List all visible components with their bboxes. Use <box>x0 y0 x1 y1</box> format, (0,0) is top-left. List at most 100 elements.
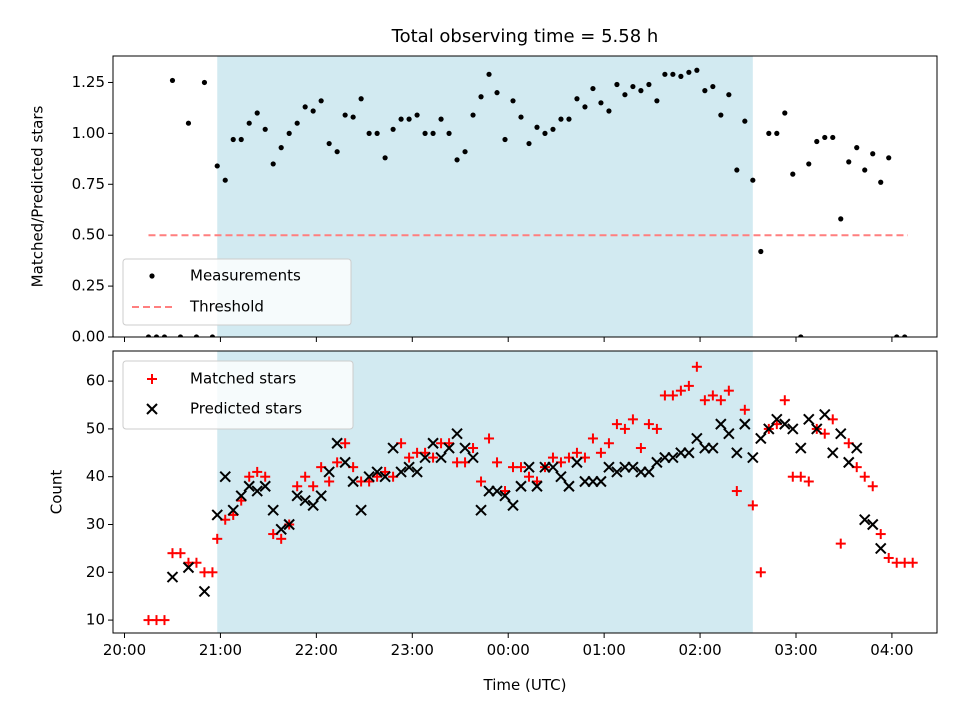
legend-box <box>122 258 352 326</box>
matched-star-point <box>260 471 271 482</box>
measurement-point <box>750 177 756 183</box>
measurement-point <box>558 116 564 122</box>
measurement-point <box>830 134 836 141</box>
predicted-star-point <box>371 466 383 478</box>
predicted-star-point <box>291 490 303 502</box>
predicted-star-point <box>339 456 351 469</box>
matched-star-point <box>699 395 710 406</box>
predicted-star-point <box>515 480 527 492</box>
measurement-point <box>614 81 620 88</box>
predicted-star-point <box>467 451 479 464</box>
matched-star-point <box>627 414 638 425</box>
predicted-star-point <box>235 490 247 502</box>
predicted-star-point <box>531 480 543 492</box>
predicted-star-point <box>643 466 655 478</box>
matched-star-point <box>531 476 542 487</box>
matched-star-point <box>340 438 351 449</box>
measurement-point <box>742 118 748 124</box>
predicted-star-point <box>363 470 375 483</box>
predicted-star-point <box>227 504 239 516</box>
predicted-star-point <box>547 461 559 473</box>
measurement-point <box>294 120 300 126</box>
measurement-point <box>422 130 428 136</box>
measurement-point <box>678 73 684 79</box>
measurement-point <box>622 92 628 98</box>
y-tick-label: 1.25 <box>72 73 105 91</box>
predicted-star-point <box>267 504 279 516</box>
matched-star-point <box>207 567 218 578</box>
predicted-star-point <box>731 447 743 459</box>
measurement-point <box>454 157 460 163</box>
predicted-star-point <box>795 442 807 454</box>
matched-star-point <box>364 476 375 487</box>
plot-frame <box>112 350 938 634</box>
x-tick-label: 23:00 <box>391 641 434 659</box>
predicted-star-point <box>627 461 639 473</box>
y-tick-label: 0.25 <box>72 277 105 295</box>
predicted-star-point <box>651 456 663 469</box>
y-tick-label: 50 <box>86 419 105 437</box>
legend: Measurements Threshold <box>122 258 352 326</box>
measurement-point <box>638 88 644 94</box>
predicted-star-point <box>299 494 311 507</box>
measurement-point <box>201 79 208 86</box>
measurement-point <box>286 130 292 136</box>
measurement-point <box>510 98 516 104</box>
matched-star-point <box>428 452 439 463</box>
measurement-point <box>334 149 340 155</box>
matched-star-point <box>803 476 814 487</box>
measurement-point <box>310 108 316 114</box>
measurement-point <box>185 120 192 126</box>
y-tick-label: 60 <box>86 372 105 390</box>
measurement-point <box>382 155 388 161</box>
predicted-star-point <box>395 466 407 478</box>
predicted-star-point <box>315 490 327 502</box>
measurement-point <box>686 69 692 75</box>
predicted-star-point <box>307 499 319 512</box>
matched-star-point <box>651 423 662 434</box>
measurement-point <box>774 130 780 136</box>
predicted-star-point <box>835 427 847 440</box>
predicted-star-point <box>723 427 735 440</box>
matched-star-point <box>691 361 702 372</box>
matched-star-point <box>175 548 186 559</box>
predicted-star-point <box>595 475 607 488</box>
predicted-star-point <box>811 423 823 435</box>
y-tick-label: 0.50 <box>72 226 105 244</box>
matched-star-point <box>404 452 415 463</box>
measurement-point <box>494 90 500 96</box>
measurement-point <box>438 116 444 122</box>
predicted-star-point <box>219 470 231 483</box>
predicted-star-point <box>331 437 343 449</box>
x-tick-label: 20:00 <box>103 641 146 659</box>
measurement-point <box>854 145 860 151</box>
predicted-star-point <box>251 485 263 497</box>
measurement-point <box>534 124 540 130</box>
measurement-point <box>318 98 324 104</box>
measurement-point <box>374 130 380 136</box>
measurement-point <box>358 96 364 102</box>
measurement-point <box>838 216 844 222</box>
measurement-point <box>894 334 900 337</box>
measurement-point <box>702 88 708 94</box>
measurement-point <box>814 138 820 145</box>
predicted-star-point <box>379 470 391 483</box>
predicted-star-point <box>427 437 439 449</box>
matched-star-point <box>500 486 511 497</box>
measurement-point <box>390 126 396 132</box>
predicted-star-point <box>819 408 831 421</box>
predicted-star-point <box>451 427 463 440</box>
legend-matched-label: Matched stars <box>190 370 296 388</box>
predicted-star-point <box>707 442 719 454</box>
measurement-point <box>350 114 356 120</box>
legend-measurements-marker <box>149 273 155 279</box>
matched-star-point <box>523 471 534 482</box>
matched-star-point <box>635 443 646 454</box>
measurement-point <box>870 151 876 157</box>
measurement-point <box>582 104 588 110</box>
matched-star-point <box>883 552 894 563</box>
predicted-star-point <box>843 456 855 469</box>
measurement-point <box>414 112 420 118</box>
measurement-point <box>342 112 348 118</box>
